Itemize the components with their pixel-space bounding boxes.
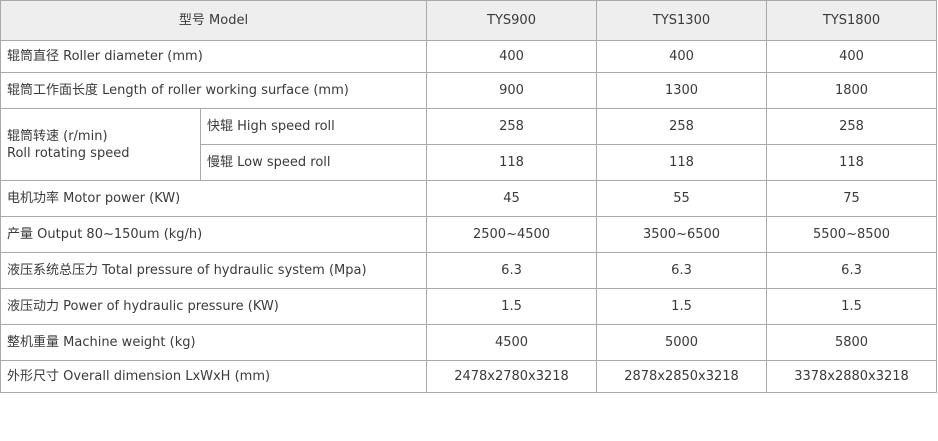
cell-value: 118	[596, 144, 768, 181]
cell-value: 400	[596, 40, 768, 73]
table-row-hydraulic-power: 液压动力 Power of hydraulic pressure (KW) 1.…	[0, 288, 938, 325]
cell-value: 900	[426, 72, 598, 109]
cell-value: 400	[426, 40, 598, 73]
cell-value: 5800	[766, 324, 938, 361]
row-label: 电机功率 Motor power (KW)	[0, 180, 428, 217]
sub-row-label: 慢辊 Low speed roll	[199, 144, 428, 181]
cell-value: 3378x2880x3218	[766, 360, 938, 393]
header-model-tys1300: TYS1300	[596, 0, 768, 41]
cell-value: 5000	[596, 324, 768, 361]
table-row-overall-dimension: 外形尺寸 Overall dimension LxWxH (mm) 2478x2…	[0, 360, 938, 393]
table-row-low-speed-roll: 慢辊 Low speed roll 118 118 118	[1, 144, 938, 181]
header-model-tys1800: TYS1800	[766, 0, 938, 41]
spec-table: 型号 Model TYS900 TYS1300 TYS1800 辊筒直径 Rol…	[0, 0, 938, 393]
row-label: 液压动力 Power of hydraulic pressure (KW)	[0, 288, 428, 325]
cell-value: 258	[426, 108, 598, 145]
row-label: 整机重量 Machine weight (kg)	[0, 324, 428, 361]
cell-value: 55	[596, 180, 768, 217]
row-label: 外形尺寸 Overall dimension LxWxH (mm)	[0, 360, 428, 393]
cell-value: 45	[426, 180, 598, 217]
cell-value: 1.5	[766, 288, 938, 325]
cell-value: 2878x2850x3218	[596, 360, 768, 393]
cell-value: 75	[766, 180, 938, 217]
cell-value: 1300	[596, 72, 768, 109]
header-model-label: 型号 Model	[0, 0, 428, 41]
cell-value: 1.5	[426, 288, 598, 325]
table-row-motor-power: 电机功率 Motor power (KW) 45 55 75	[0, 180, 938, 217]
cell-value: 2500~4500	[426, 216, 598, 253]
table-row-high-speed-roll: 辊筒转速 (r/min) Roll rotating speed 快辊 High…	[0, 108, 938, 181]
cell-value: 1800	[766, 72, 938, 109]
cell-value: 258	[596, 108, 768, 145]
header-model-tys900: TYS900	[426, 0, 598, 41]
rotating-speed-label-cn: 辊筒转速 (r/min)	[7, 128, 108, 144]
rotating-speed-label: 辊筒转速 (r/min) Roll rotating speed	[0, 108, 201, 181]
row-label: 辊筒直径 Roller diameter (mm)	[0, 40, 428, 73]
row-label: 液压系统总压力 Total pressure of hydraulic syst…	[0, 252, 428, 289]
cell-value: 3500~6500	[596, 216, 768, 253]
cell-value: 2478x2780x3218	[426, 360, 598, 393]
cell-value: 5500~8500	[766, 216, 938, 253]
table-row-machine-weight: 整机重量 Machine weight (kg) 4500 5000 5800	[0, 324, 938, 361]
cell-value: 6.3	[596, 252, 768, 289]
cell-value: 6.3	[766, 252, 938, 289]
sub-row-label: 快辊 High speed roll	[199, 108, 428, 145]
table-row-working-surface: 辊筒工作面长度 Length of roller working surface…	[0, 72, 938, 109]
cell-value: 118	[426, 144, 598, 181]
cell-value: 6.3	[426, 252, 598, 289]
rotating-speed-label-en: Roll rotating speed	[7, 145, 130, 161]
table-row-hydraulic-total-pressure: 液压系统总压力 Total pressure of hydraulic syst…	[0, 252, 938, 289]
header-row: 型号 Model TYS900 TYS1300 TYS1800	[0, 0, 938, 41]
row-label: 辊筒工作面长度 Length of roller working surface…	[0, 72, 428, 109]
cell-value: 4500	[426, 324, 598, 361]
row-label: 产量 Output 80~150um (kg/h)	[0, 216, 428, 253]
cell-value: 1.5	[596, 288, 768, 325]
cell-value: 400	[766, 40, 938, 73]
table-row-output: 产量 Output 80~150um (kg/h) 2500~4500 3500…	[0, 216, 938, 253]
cell-value: 258	[766, 108, 938, 145]
cell-value: 118	[766, 144, 938, 181]
table-row-roller-diameter: 辊筒直径 Roller diameter (mm) 400 400 400	[0, 40, 938, 73]
